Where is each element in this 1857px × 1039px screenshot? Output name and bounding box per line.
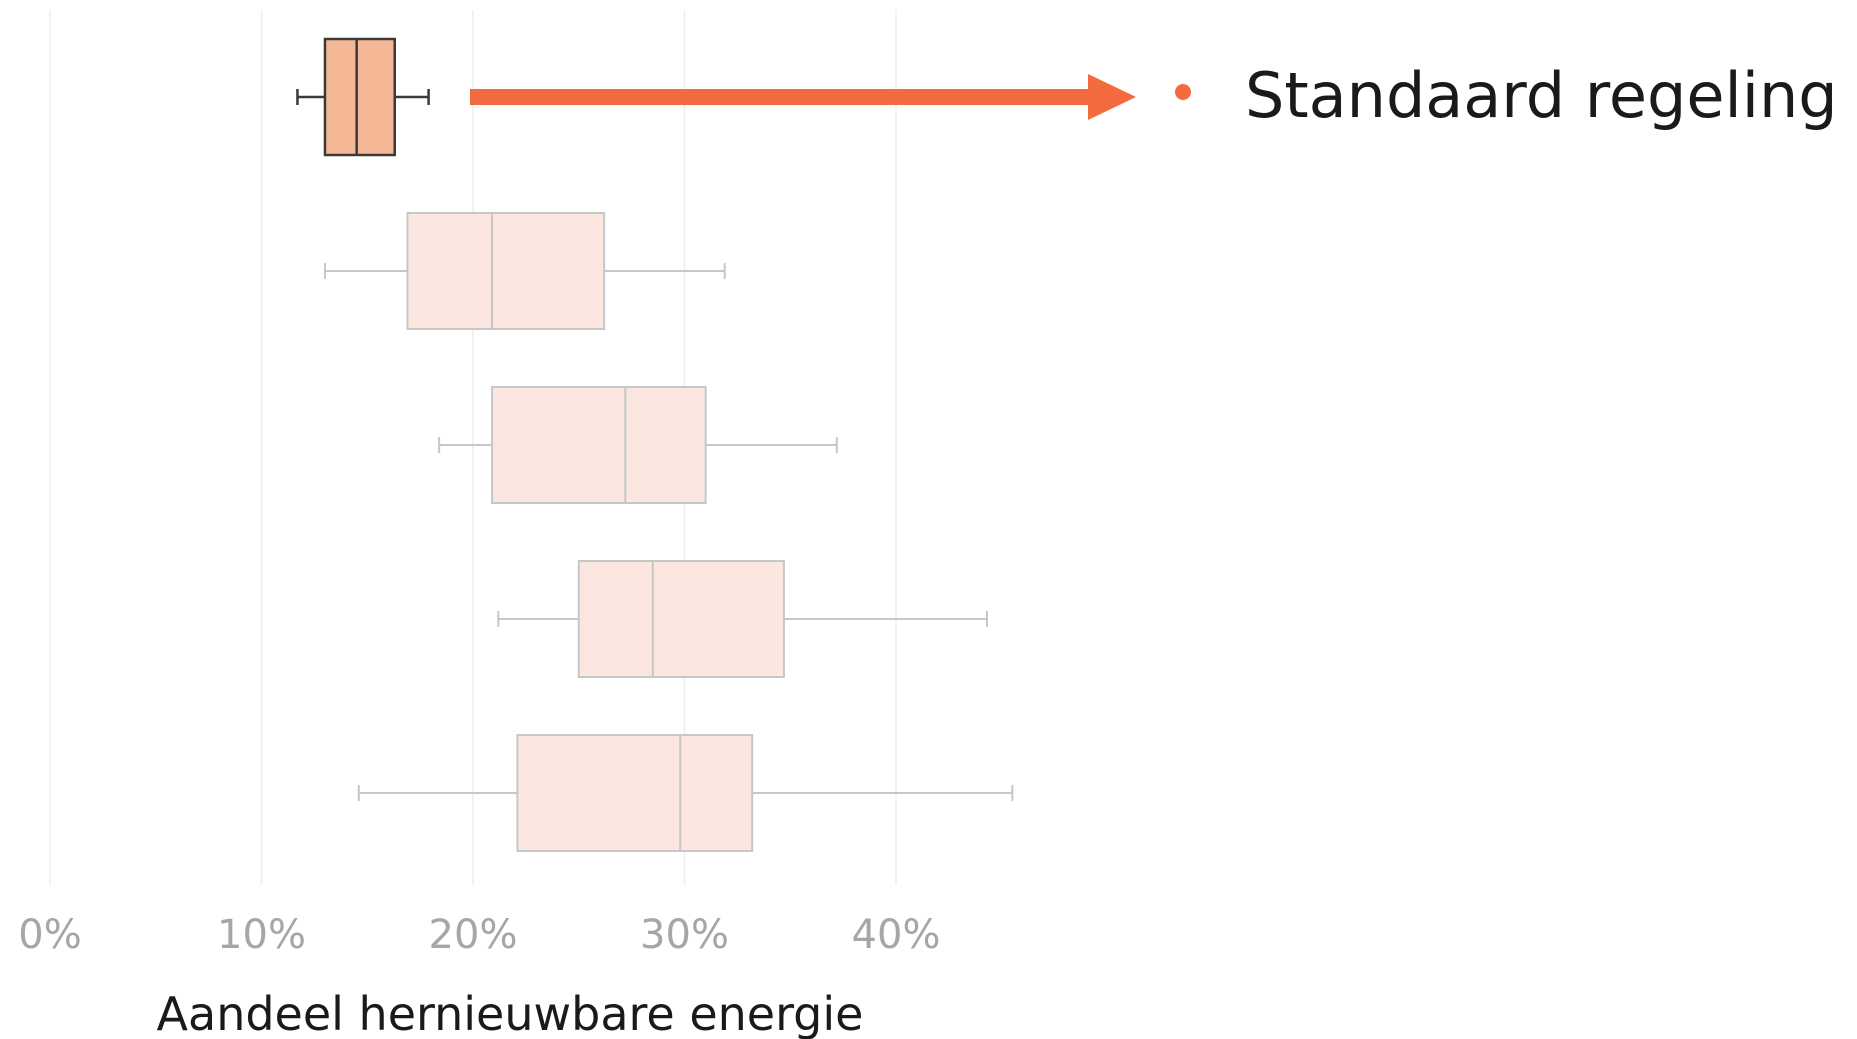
x-tick-label-3: 30% bbox=[640, 912, 729, 958]
x-tick-label-2: 20% bbox=[429, 912, 518, 958]
legend-label: Standaard regeling bbox=[1245, 59, 1838, 132]
x-tick-label-4: 40% bbox=[852, 912, 941, 958]
x-tick-label-0: 0% bbox=[18, 912, 81, 958]
gridlines bbox=[49, 10, 897, 885]
box-2-iqr bbox=[406, 212, 606, 330]
boxes bbox=[296, 37, 1014, 852]
box-3 bbox=[438, 386, 838, 504]
annotation-arrow-head bbox=[1088, 74, 1136, 120]
annotation: Standaard regeling bbox=[470, 59, 1838, 132]
box-5-iqr bbox=[516, 734, 754, 852]
box-1 bbox=[296, 37, 430, 157]
box-4 bbox=[497, 560, 988, 678]
box-2 bbox=[323, 212, 726, 330]
box-1-iqr bbox=[323, 37, 396, 157]
x-tick-label-1: 10% bbox=[217, 912, 306, 958]
box-4-iqr bbox=[577, 560, 785, 678]
box-3-iqr bbox=[491, 386, 707, 504]
x-axis-title: Aandeel hernieuwbare energie bbox=[157, 987, 864, 1039]
legend-bullet bbox=[1175, 84, 1191, 100]
box-5 bbox=[357, 734, 1014, 852]
x-axis-ticks: 0% 10% 20% 30% 40% bbox=[18, 912, 940, 958]
